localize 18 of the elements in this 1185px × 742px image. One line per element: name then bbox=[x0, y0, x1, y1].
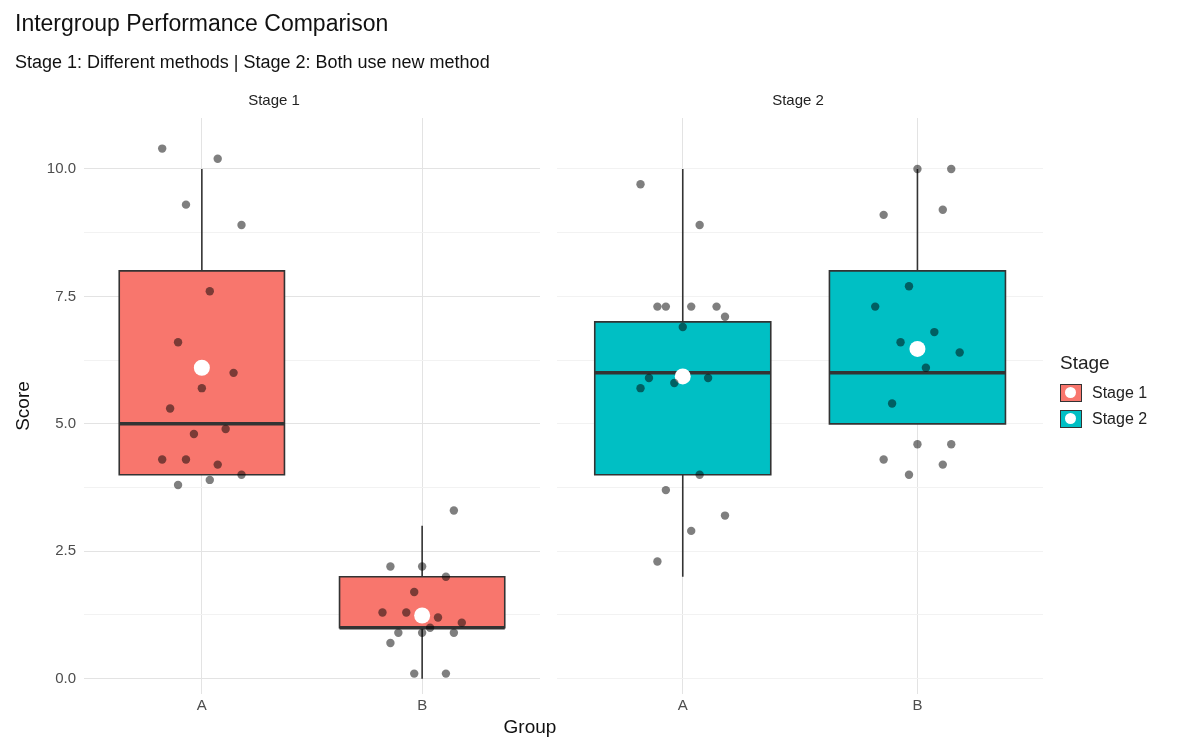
legend-title: Stage bbox=[1060, 352, 1111, 374]
y-tick-label: 10.0 bbox=[46, 159, 76, 177]
legend-label: Stage 1 bbox=[1092, 384, 1148, 402]
legend-label: Stage 2 bbox=[1092, 410, 1148, 428]
y-axis-title: Score bbox=[11, 381, 33, 431]
y-tick-label: 5.0 bbox=[55, 413, 76, 431]
x-axis-title: Group bbox=[502, 716, 558, 738]
y-tick-label: 7.5 bbox=[55, 286, 76, 304]
x-tick-label: A bbox=[677, 696, 688, 714]
chart-title: Intergroup Performance Comparison bbox=[15, 10, 389, 37]
x-tick-label: B bbox=[417, 696, 428, 714]
text: Stage 2 bbox=[772, 91, 824, 109]
y-tick-label: 2.5 bbox=[55, 541, 76, 559]
chart-subtitle: Stage 1: Different methods | Stage 2: Both use new method bbox=[15, 52, 490, 73]
x-tick-label: B bbox=[912, 696, 923, 714]
y-tick-label: 0.0 bbox=[55, 668, 76, 686]
x-tick-label: A bbox=[196, 696, 207, 714]
text: Stage 1 bbox=[248, 91, 300, 109]
